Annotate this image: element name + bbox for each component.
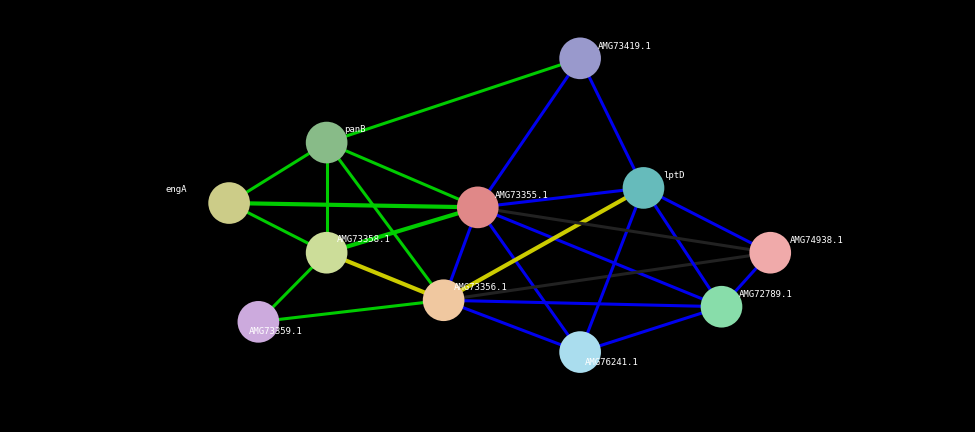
Text: AMG72789.1: AMG72789.1	[739, 290, 793, 299]
Point	[636, 184, 651, 191]
Text: AMG76241.1: AMG76241.1	[585, 358, 639, 367]
Point	[572, 55, 588, 62]
Point	[319, 139, 334, 146]
Point	[470, 204, 486, 211]
Text: AMG74938.1: AMG74938.1	[790, 236, 843, 245]
Text: AMG73358.1: AMG73358.1	[336, 235, 390, 244]
Text: AMG73359.1: AMG73359.1	[249, 327, 302, 336]
Point	[572, 349, 588, 356]
Text: AMG73419.1: AMG73419.1	[598, 41, 651, 51]
Point	[251, 318, 266, 325]
Point	[221, 200, 237, 206]
Text: engA: engA	[166, 185, 187, 194]
Point	[762, 249, 778, 256]
Text: AMG73355.1: AMG73355.1	[495, 191, 549, 200]
Point	[436, 297, 451, 304]
Text: panB: panB	[344, 125, 366, 134]
Point	[714, 303, 729, 310]
Text: AMG73356.1: AMG73356.1	[453, 283, 507, 292]
Point	[319, 249, 334, 256]
Text: lptD: lptD	[663, 171, 684, 180]
